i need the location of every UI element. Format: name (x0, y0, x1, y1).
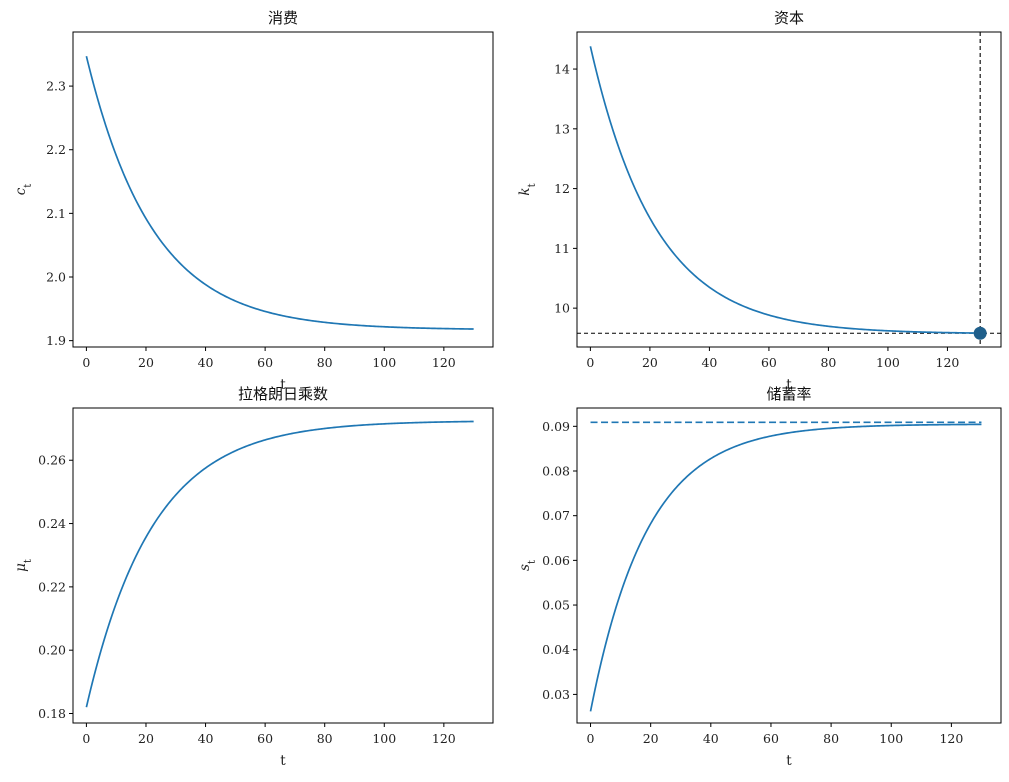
x-tick-label: 120 (936, 355, 960, 370)
x-tick-label: 0 (82, 731, 90, 746)
chart-panel-2: 资本 0 20 40 60 80 100 120 10 11 12 13 14 t kt (517, 9, 1002, 393)
axes-frame (576, 31, 1002, 348)
y-tick-label: 13 (554, 121, 570, 136)
y-tick-label: 2.2 (46, 142, 66, 157)
x-tick-label: 80 (317, 731, 333, 746)
x-tick-label: 40 (701, 355, 717, 370)
x-tick-label: 0 (82, 355, 90, 370)
y-tick-label: 0.26 (38, 453, 66, 468)
x-tick-label: 40 (198, 355, 214, 370)
series-line-1 (85, 55, 474, 330)
x-tick-label: 20 (138, 731, 154, 746)
y-axis-label: ct (13, 184, 34, 196)
y-tick-label: 2.1 (46, 206, 66, 221)
x-tick-label: 120 (432, 355, 456, 370)
chart-panel-4: 储蓄率 0 20 40 60 80 100 120 0.03 0.04 0.05 0.06 0.07 0.… (517, 385, 1002, 769)
steady-state-marker (973, 326, 987, 340)
y-tick-label: 10 (554, 301, 570, 316)
x-tick-label: 100 (876, 355, 900, 370)
x-axis-label: t (786, 753, 792, 769)
x-tick-label: 120 (939, 731, 963, 746)
plot-area (85, 420, 474, 708)
chart-title: 拉格朗日乘数 (238, 385, 328, 403)
x-tick-label: 60 (257, 731, 273, 746)
plot-area (577, 32, 1001, 347)
y-tick-label: 0.24 (38, 516, 66, 531)
x-tick-label: 0 (587, 731, 595, 746)
axes-frame (72, 407, 494, 724)
y-tick-label: 0.05 (542, 598, 570, 613)
y-tick-label: 0.18 (38, 706, 66, 721)
x-tick-label: 0 (586, 355, 594, 370)
y-tick-label: 0.03 (542, 687, 570, 702)
y-axis-label: st (517, 560, 538, 571)
y-tick-label: 0.08 (542, 464, 570, 479)
chart-panel-3: 拉格朗日乘数 0 20 40 60 80 100 120 0.18 0.20 0.22 0.24 0.2… (13, 385, 494, 769)
x-tick-label: 100 (372, 355, 396, 370)
series-line-1 (85, 420, 474, 708)
x-tick-label: 60 (257, 355, 273, 370)
x-tick-label: 100 (879, 731, 903, 746)
x-tick-label: 20 (138, 355, 154, 370)
chart-title: 资本 (774, 9, 804, 27)
y-tick-label: 14 (554, 62, 570, 77)
x-tick-label: 80 (317, 355, 333, 370)
y-tick-label: 2.0 (46, 270, 66, 285)
x-tick-label: 80 (820, 355, 836, 370)
x-tick-label: 80 (823, 731, 839, 746)
x-axis-label: t (280, 377, 286, 393)
y-tick-label: 0.09 (542, 419, 570, 434)
chart-panel-1: 消费 0 20 40 60 80 100 120 1.9 2.0 2.1 2.2 2.3 t ct (13, 9, 494, 393)
y-tick-label: 11 (554, 241, 570, 256)
x-tick-label: 40 (198, 731, 214, 746)
plot-area (85, 55, 474, 330)
y-tick-label: 2.3 (46, 79, 66, 94)
y-tick-label: 0.22 (38, 579, 66, 594)
axes-frame (576, 407, 1002, 724)
y-tick-label: 12 (554, 181, 570, 196)
y-tick-label: 1.9 (46, 333, 66, 348)
x-tick-label: 100 (372, 731, 396, 746)
x-tick-label: 20 (643, 731, 659, 746)
y-tick-label: 0.20 (38, 643, 66, 658)
x-tick-label: 20 (642, 355, 658, 370)
series-line-1 (589, 46, 978, 334)
axes-frame (72, 31, 494, 348)
x-axis-label: t (280, 753, 286, 769)
y-axis-label: μt (13, 559, 34, 572)
y-tick-label: 0.06 (542, 553, 570, 568)
y-tick-label: 0.07 (542, 508, 570, 523)
x-axis-label: t (786, 377, 792, 393)
plot-area (589, 421, 982, 712)
x-tick-label: 60 (763, 731, 779, 746)
x-tick-label: 60 (761, 355, 777, 370)
y-axis-label: kt (517, 183, 538, 195)
series-line-1 (589, 423, 982, 712)
chart-title: 消费 (268, 9, 298, 27)
x-tick-label: 40 (703, 731, 719, 746)
y-tick-label: 0.04 (542, 642, 570, 657)
x-tick-label: 120 (432, 731, 456, 746)
chart-title: 储蓄率 (766, 385, 811, 403)
